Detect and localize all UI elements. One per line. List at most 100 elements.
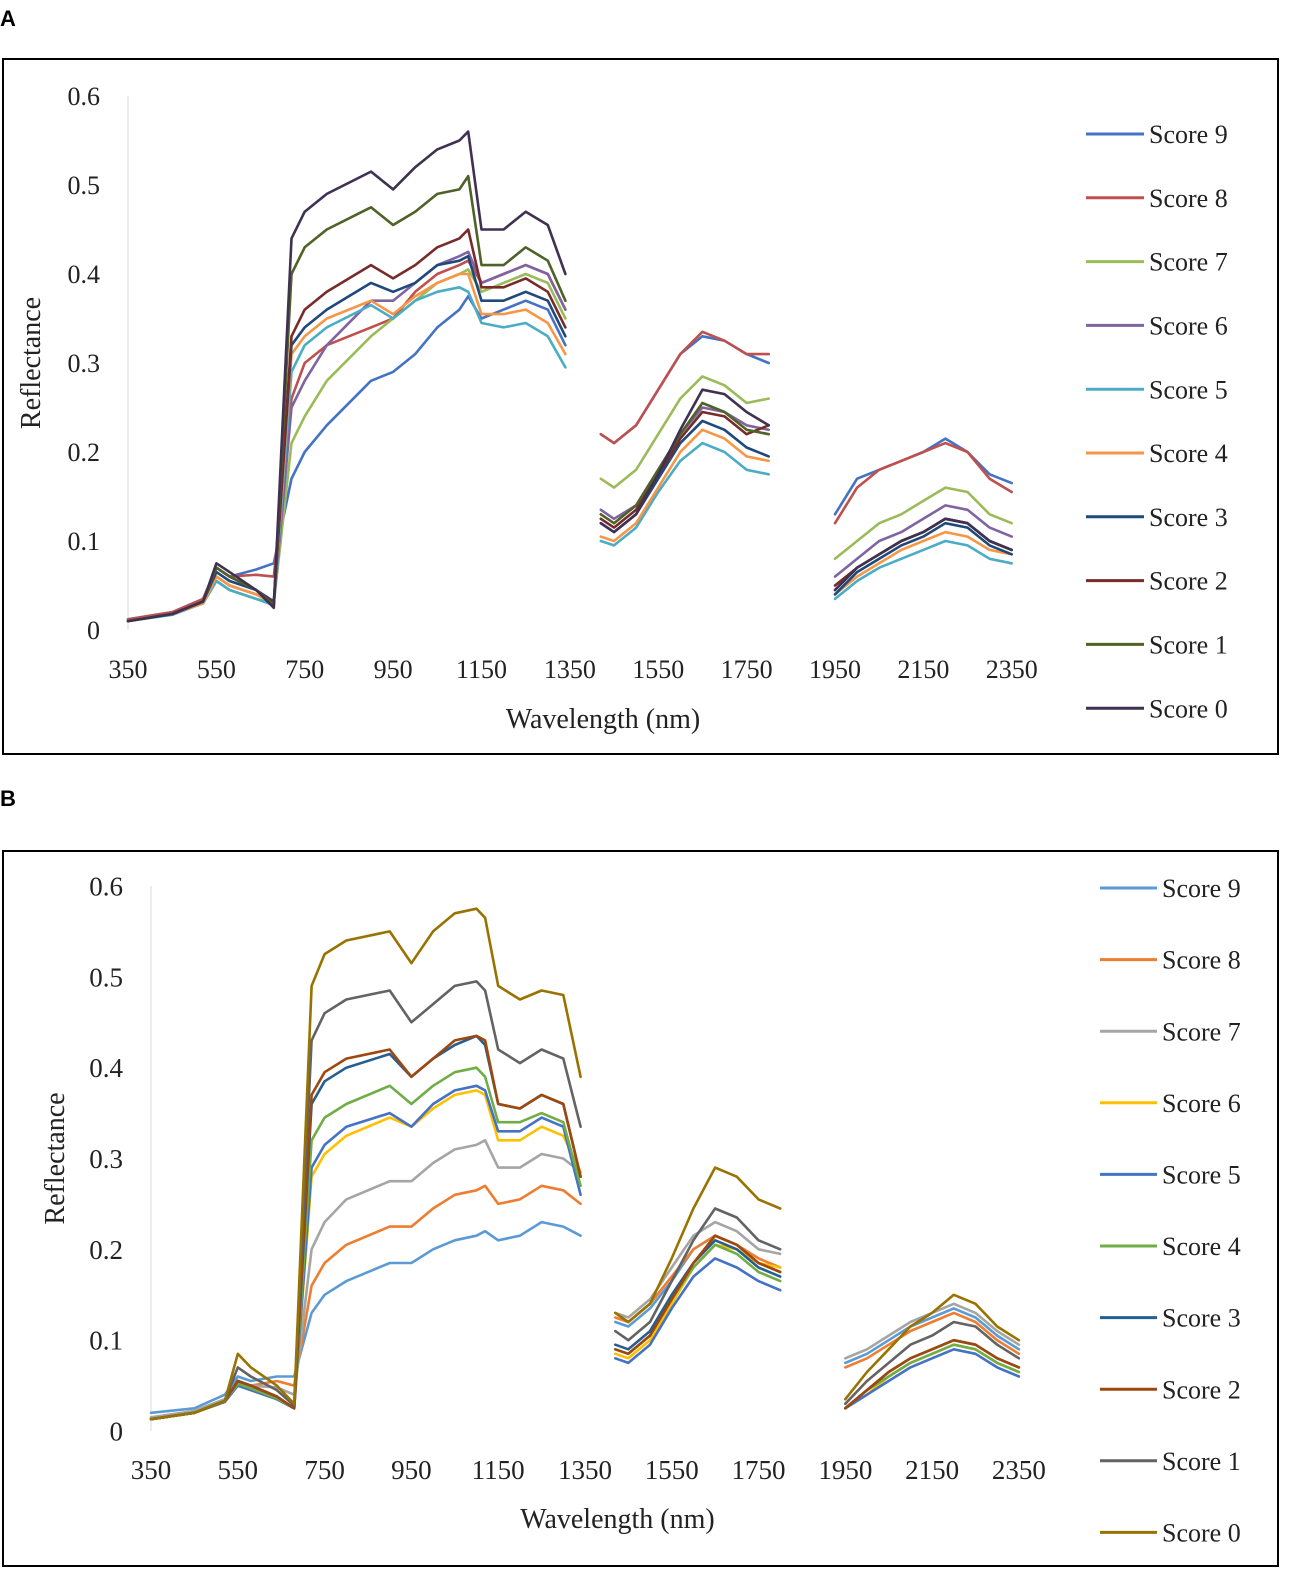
legend-label: Score 1 — [1162, 1447, 1241, 1476]
legend-label: Score 6 — [1162, 1089, 1241, 1118]
series-line-segment — [843, 1347, 1021, 1410]
series-line-segment — [833, 504, 1014, 578]
series-line-segment — [833, 539, 1014, 601]
y-tick-label: 0.1 — [89, 1326, 123, 1356]
x-axis-label: Wavelength (nm) — [520, 1504, 714, 1535]
series-score-9 — [126, 295, 1014, 621]
series-line-segment — [149, 1034, 582, 1421]
legend-entry: Score 4 — [1100, 1232, 1241, 1261]
y-axis-label: Reflectance — [40, 1092, 71, 1224]
series-line-segment — [149, 1184, 582, 1419]
y-tick-label: 0.3 — [89, 1144, 123, 1174]
y-tick-label: 0.4 — [68, 260, 101, 289]
legend-entry: Score 3 — [1086, 503, 1228, 532]
legend-label: Score 3 — [1149, 503, 1228, 532]
panel-a-chart: 0 0.1 0.2 0.3 0.4 0.5 0.6 350 550 750 950 1150 1350 1… — [16, 82, 1228, 735]
series-line-segment — [833, 530, 1014, 596]
series-line-segment — [126, 254, 567, 623]
series-score-8 — [126, 259, 1014, 621]
series-line-segment — [126, 174, 567, 623]
legend-label: Score 0 — [1162, 1519, 1241, 1548]
series-line-segment — [843, 1307, 1021, 1365]
series-score-5 — [149, 1084, 1021, 1421]
series-line-segment — [833, 521, 1014, 596]
series-line-segment — [149, 1084, 582, 1421]
legend-entry: Score 1 — [1100, 1447, 1241, 1476]
series-line-segment — [613, 1257, 782, 1365]
x-tick-label: 1950 — [809, 655, 861, 684]
y-tick-label: 0.6 — [89, 871, 123, 901]
series-line-segment — [149, 1066, 582, 1421]
legend-entry: Score 6 — [1086, 312, 1228, 341]
series-line-segment — [599, 388, 771, 534]
legend-entry: Score 4 — [1086, 439, 1228, 468]
x-axis-label: Wavelength (nm) — [506, 704, 700, 735]
x-tick-label: 1550 — [632, 655, 684, 684]
series-line-segment — [149, 980, 582, 1421]
y-tick-label: 0 — [110, 1416, 124, 1446]
series-line-segment — [126, 286, 567, 623]
series-line-segment — [149, 1034, 582, 1421]
panel-a-letter: A — [0, 6, 16, 31]
legend-label: Score 7 — [1149, 248, 1228, 277]
series-line-segment — [613, 1166, 782, 1324]
legend-entry: Score 9 — [1086, 120, 1228, 149]
series-line-segment — [833, 441, 1014, 525]
x-tick-label: 2150 — [897, 655, 949, 684]
legend-entry: Score 6 — [1100, 1089, 1241, 1118]
series-line-segment — [599, 401, 771, 525]
x-tick-label: 1550 — [645, 1455, 699, 1485]
y-axis-label: Reflectance — [16, 297, 47, 429]
series-line-segment — [599, 441, 771, 547]
x-tick-label: 750 — [285, 655, 324, 684]
series-score-8 — [149, 1184, 1021, 1419]
x-tick-label: 1950 — [818, 1455, 872, 1485]
x-tick-label: 1750 — [721, 655, 773, 684]
series-score-4 — [149, 1066, 1021, 1421]
legend-label: Score 2 — [1149, 567, 1228, 596]
panel-b-letter: B — [0, 786, 16, 811]
series-line-segment — [126, 295, 567, 621]
y-tick-label: 0.4 — [89, 1053, 123, 1083]
series-score-4 — [126, 272, 1014, 623]
y-tick-label: 0.6 — [68, 82, 101, 111]
series-line-segment — [599, 375, 771, 489]
legend-label: Score 5 — [1149, 375, 1228, 404]
x-tick-label: 1150 — [456, 655, 507, 684]
series-score-6 — [126, 250, 1014, 623]
series-line-segment — [843, 1311, 1021, 1369]
legend-label: Score 9 — [1162, 874, 1241, 903]
series-line-segment — [613, 1207, 782, 1342]
x-tick-label: 1350 — [544, 655, 596, 684]
legend-entry: Score 9 — [1100, 874, 1241, 903]
legend-entry: Score 2 — [1086, 567, 1228, 596]
series-line-segment — [613, 1234, 782, 1356]
legend-entry: Score 0 — [1100, 1519, 1241, 1548]
x-tick-label: 2350 — [992, 1455, 1046, 1485]
series-line-segment — [843, 1338, 1021, 1410]
legend-label: Score 4 — [1149, 439, 1228, 468]
x-tick-label: 350 — [109, 655, 148, 684]
x-tick-label: 2350 — [986, 655, 1038, 684]
legend-entry: Score 5 — [1100, 1161, 1241, 1190]
series-line-segment — [126, 228, 567, 623]
legend-label: Score 2 — [1162, 1375, 1241, 1404]
panel-a-frame: 0 0.1 0.2 0.3 0.4 0.5 0.6 350 550 750 950 1150 1350 1… — [2, 58, 1279, 755]
legend-entry: Score 8 — [1100, 946, 1241, 975]
legend-label: Score 8 — [1162, 946, 1241, 975]
series-score-5 — [126, 286, 1014, 623]
legend-label: Score 4 — [1162, 1232, 1241, 1261]
series-line-segment — [126, 130, 567, 623]
legend-entry: Score 3 — [1100, 1304, 1241, 1333]
y-tick-label: 0.5 — [68, 171, 101, 200]
series-score-0 — [149, 907, 1021, 1421]
x-tick-label: 1350 — [558, 1455, 612, 1485]
x-tick-label: 350 — [131, 1455, 172, 1485]
panel-b-chart: 0 0.1 0.2 0.3 0.4 0.5 0.6 350 550 750 950 1150 1350 1… — [40, 871, 1241, 1548]
legend-entry: Score 8 — [1086, 184, 1228, 213]
series-line-segment — [833, 517, 1014, 587]
legend-label: Score 1 — [1149, 631, 1228, 660]
series-line-segment — [613, 1220, 782, 1319]
x-tick-label: 950 — [391, 1455, 432, 1485]
x-tick-label: 1750 — [732, 1455, 786, 1485]
